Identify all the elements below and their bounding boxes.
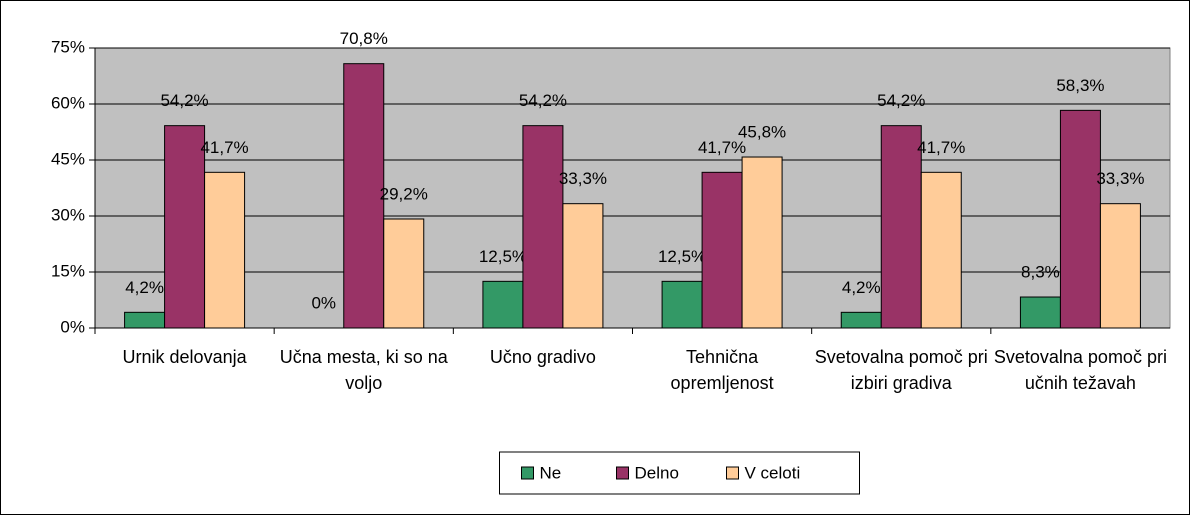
data-label: 54,2% — [160, 91, 208, 110]
data-label: 33,3% — [559, 169, 607, 188]
legend-swatch — [726, 466, 739, 480]
legend-label: Delno — [635, 463, 679, 482]
data-label: 70,8% — [340, 29, 388, 48]
x-tick-label: Svetovalna pomoč pri izbiri gradiva — [814, 347, 988, 393]
data-label: 29,2% — [380, 184, 428, 203]
bar — [920, 171, 962, 329]
bar — [880, 125, 922, 329]
bar — [482, 280, 524, 329]
bar — [164, 125, 206, 329]
bar — [343, 63, 385, 329]
data-label: 4,2% — [842, 278, 881, 297]
data-label: 45,8% — [738, 122, 786, 141]
y-tick-label: 0% — [60, 317, 85, 336]
bar — [840, 311, 882, 329]
plot-area — [94, 47, 1171, 329]
y-tick-label: 75% — [51, 37, 85, 56]
bar — [1019, 296, 1061, 329]
bar — [522, 125, 564, 329]
bar — [661, 280, 703, 329]
data-label: 4,2% — [125, 278, 164, 297]
x-tick-label: Svetovalna pomoč pri učnih težavah — [993, 347, 1167, 393]
x-tick-label: Učno gradivo — [489, 347, 596, 367]
x-tick-label: Tehnična opremljenost — [670, 347, 774, 393]
y-tick-label: 60% — [51, 93, 85, 112]
y-tick-label: 30% — [51, 205, 85, 224]
data-label: 58,3% — [1056, 76, 1104, 95]
legend-label: V celoti — [745, 463, 801, 482]
data-label: 54,2% — [877, 91, 925, 110]
data-label: 41,7% — [200, 138, 248, 157]
legend-swatch — [616, 466, 629, 480]
y-tick-label: 45% — [51, 149, 85, 168]
bar — [741, 156, 783, 329]
x-tick-label: Učna mesta, ki so na voljo — [279, 347, 448, 393]
data-label: 41,7% — [698, 138, 746, 157]
bar — [204, 171, 246, 329]
bar — [124, 311, 166, 329]
legend-box — [499, 451, 860, 495]
x-tick-label: Urnik delovanja — [122, 347, 247, 367]
bar — [562, 203, 604, 329]
bar — [1059, 109, 1101, 329]
bar — [383, 218, 425, 329]
data-label: 12,5% — [658, 247, 706, 266]
y-tick-label: 15% — [51, 261, 85, 280]
legend-swatch — [521, 466, 534, 480]
legend-label: Ne — [540, 463, 562, 482]
data-label: 54,2% — [519, 91, 567, 110]
bar — [1099, 203, 1141, 329]
data-label: 33,3% — [1096, 169, 1144, 188]
data-label: 8,3% — [1021, 262, 1060, 281]
data-label: 0% — [311, 293, 336, 312]
bar — [701, 171, 743, 329]
data-label: 12,5% — [479, 247, 527, 266]
data-label: 41,7% — [917, 138, 965, 157]
